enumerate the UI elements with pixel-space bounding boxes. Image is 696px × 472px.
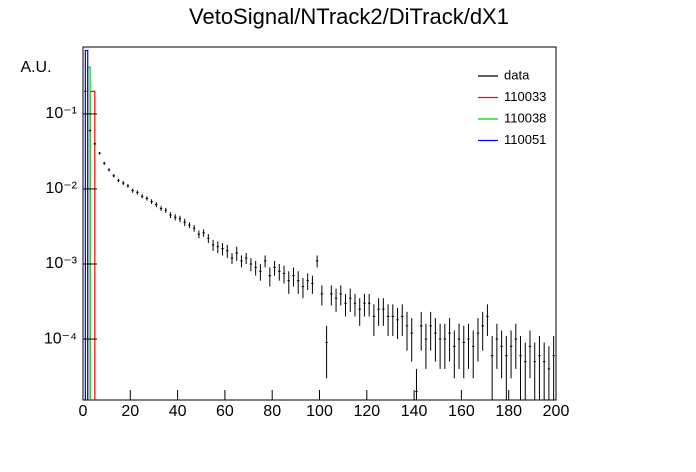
x-tick-label: 120 [353,403,380,420]
legend-label: data [504,67,530,82]
x-tick-label: 40 [169,403,187,420]
x-tick-label: 60 [216,403,234,420]
y-tick-label: 10⁻² [45,180,77,197]
legend-label: 110051 [504,132,546,147]
chart-title: VetoSignal/NTrack2/DiTrack/dX1 [189,4,509,29]
x-tick-label: 140 [401,403,428,420]
legend-label: 110038 [504,110,546,125]
x-tick-label: 160 [448,403,475,420]
y-tick-label: 10⁻⁴ [44,330,77,347]
y-tick-label: 10⁻¹ [45,105,77,122]
y-axis-label: A.U. [20,59,51,76]
y-tick-label: 10⁻³ [45,255,77,272]
x-tick-label: 20 [121,403,139,420]
plot-area [84,49,555,400]
x-tick-label: 0 [79,403,88,420]
legend-label: 110033 [504,89,546,104]
x-tick-label: 180 [495,403,522,420]
x-tick-label: 200 [543,403,570,420]
x-tick-label: 80 [263,403,281,420]
x-tick-label: 100 [306,403,333,420]
histogram-bar [84,49,89,400]
